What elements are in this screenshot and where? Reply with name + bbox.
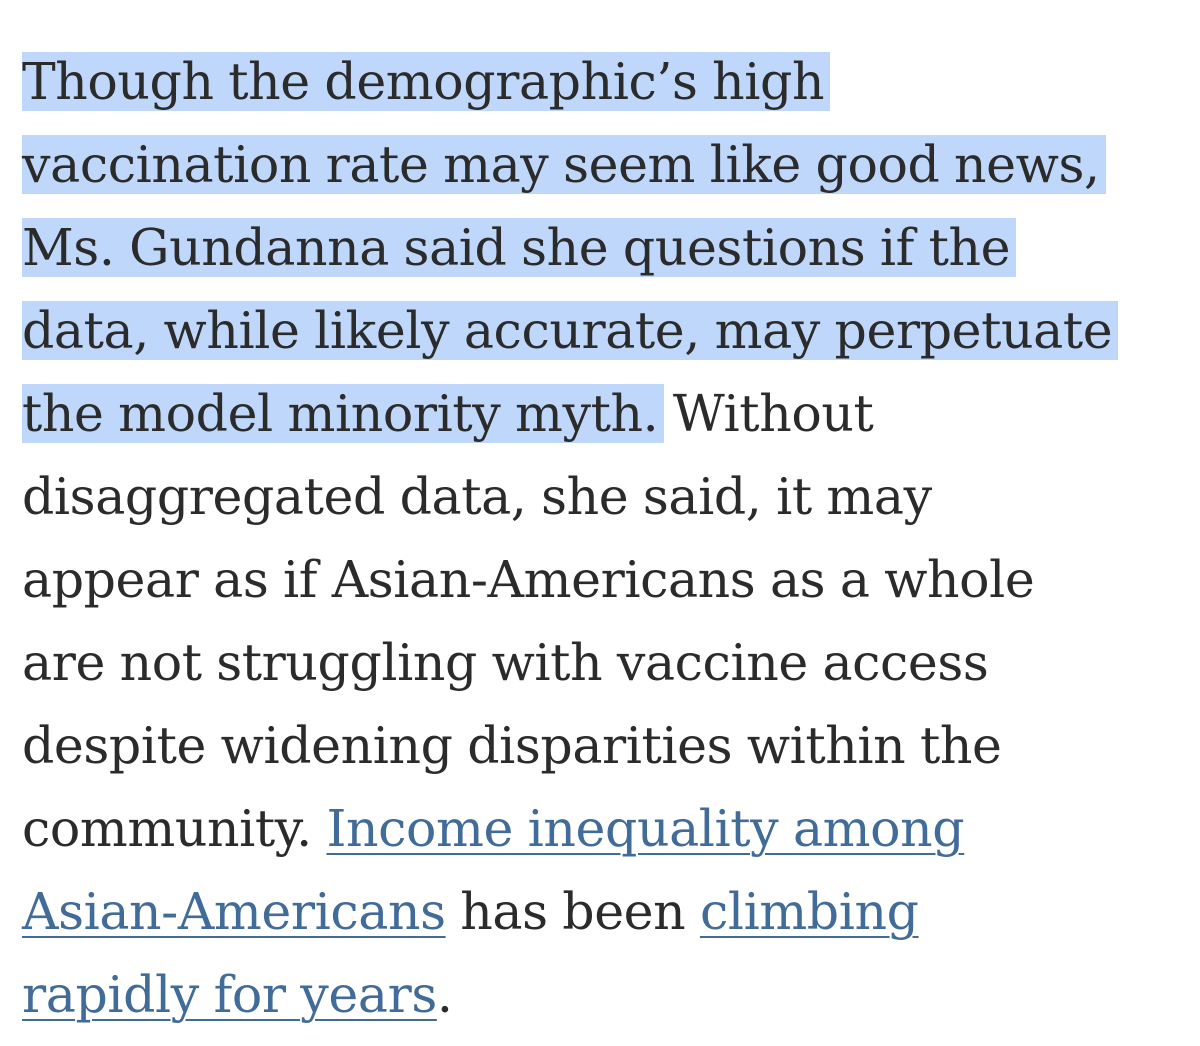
text-line: Asian-Americans has been climbing <box>22 870 1187 953</box>
climbing-rapidly-link[interactable]: rapidly for years <box>22 965 437 1024</box>
text-line: are not struggling with vaccine access <box>22 633 989 692</box>
highlighted-text: Ms. Gundanna said she questions if the <box>22 218 1017 277</box>
income-inequality-link[interactable]: Income inequality among <box>326 799 965 858</box>
text-line: Though the demographic’s high <box>22 40 1187 123</box>
text-line: rapidly for years. <box>22 953 1187 1036</box>
text-line: despite widening disparities within the <box>22 716 1002 775</box>
highlighted-text: data, while likely accurate, may perpetu… <box>22 301 1119 360</box>
body-text: has been <box>445 882 700 941</box>
text-line: Ms. Gundanna said she questions if the <box>22 206 1187 289</box>
text-line: community. Income inequality among <box>22 787 1187 870</box>
text-line: disaggregated data, she said, it may <box>22 467 932 526</box>
highlighted-text: the model minority myth. <box>22 384 665 443</box>
income-inequality-link[interactable]: Asian-Americans <box>22 882 446 941</box>
text-line: appear as if Asian-Americans as a whole <box>22 550 1035 609</box>
body-text: . <box>436 965 453 1024</box>
text-line: vaccination rate may seem like good news… <box>22 123 1187 206</box>
climbing-rapidly-link[interactable]: climbing <box>699 882 919 941</box>
text-line: data, while likely accurate, may perpetu… <box>22 289 1187 372</box>
highlighted-text: vaccination rate may seem like good news… <box>22 135 1106 194</box>
body-text: community. <box>22 799 327 858</box>
text-line: the model minority myth. Without <box>22 372 1187 455</box>
body-text: Without <box>658 384 874 443</box>
highlighted-text: Though the demographic’s high <box>22 52 831 111</box>
article-paragraph: Though the demographic’s high vaccinatio… <box>22 40 1187 1036</box>
